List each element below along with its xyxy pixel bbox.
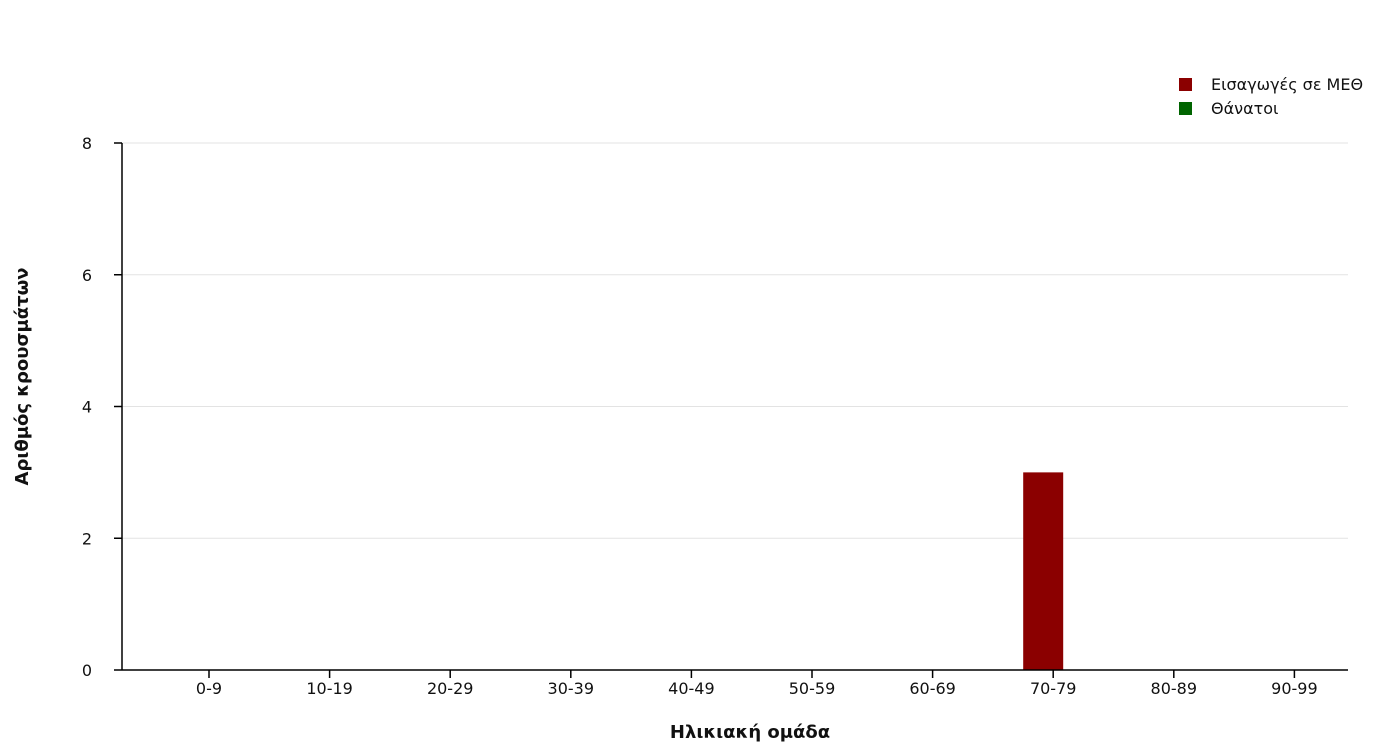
- x-tick-label: 40-49: [668, 679, 715, 698]
- x-tick-label: 60-69: [909, 679, 956, 698]
- y-tick-label: 2: [82, 529, 92, 548]
- legend-label: Εισαγωγές σε ΜΕΘ: [1211, 75, 1363, 94]
- x-tick-label: 80-89: [1151, 679, 1198, 698]
- x-tick-label: 70-79: [1030, 679, 1077, 698]
- y-axis-ticks: 0 2 4 6 8: [82, 134, 122, 680]
- y-tick-label: 0: [82, 661, 92, 680]
- x-tick-label: 20-29: [427, 679, 474, 698]
- x-axis-ticks: 0-9 10-19 20-29 30-39 40-49 50-59 60-69 70-79 80…: [196, 670, 1318, 698]
- bars: [1023, 472, 1064, 670]
- legend-label: Θάνατοι: [1211, 99, 1278, 118]
- x-tick-label: 50-59: [789, 679, 836, 698]
- y-tick-label: 6: [82, 266, 92, 285]
- legend-swatch: [1179, 102, 1192, 115]
- gridlines: [122, 142, 1348, 539]
- x-tick-label: 10-19: [306, 679, 353, 698]
- x-tick-label: 30-39: [548, 679, 595, 698]
- x-tick-label: 90-99: [1271, 679, 1318, 698]
- x-axis-title: Ηλικιακή ομάδα: [670, 722, 830, 743]
- y-tick-label: 8: [82, 134, 92, 153]
- x-tick-label: 0-9: [196, 679, 222, 698]
- bar-icu: [1023, 472, 1064, 670]
- y-tick-label: 4: [82, 398, 92, 417]
- legend: Εισαγωγές σε ΜΕΘ Θάνατοι: [1179, 75, 1363, 118]
- y-axis-title: Αριθμός κρουσμάτων: [12, 268, 33, 486]
- legend-swatch: [1179, 78, 1192, 91]
